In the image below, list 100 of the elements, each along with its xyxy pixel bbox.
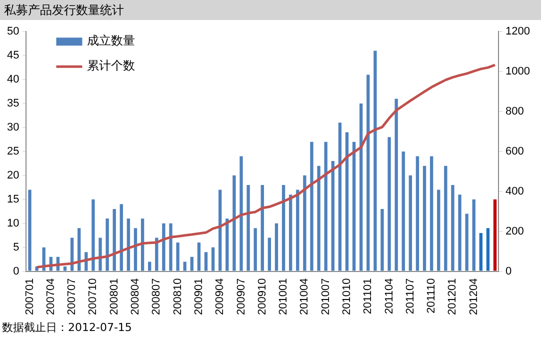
bar bbox=[380, 208, 384, 271]
y-tick-label: 45 bbox=[6, 50, 20, 62]
y-tick-label: 40 bbox=[6, 74, 20, 86]
bar bbox=[98, 238, 102, 271]
bar bbox=[324, 142, 328, 271]
bar bbox=[204, 252, 208, 271]
y-tick-label: 50 bbox=[6, 26, 20, 38]
x-tick-label: 201010 bbox=[341, 278, 354, 316]
bar bbox=[268, 238, 272, 271]
text: 数据截止日：2012-07-15 bbox=[2, 320, 132, 335]
x-tick-label: 200907 bbox=[235, 278, 248, 316]
bar bbox=[211, 247, 215, 271]
bar bbox=[331, 161, 334, 271]
bar bbox=[416, 156, 420, 271]
x-tick-label: 200807 bbox=[150, 278, 163, 316]
bar bbox=[338, 122, 342, 271]
y-tick-label: 25 bbox=[6, 145, 20, 158]
x-tick-label: 200801 bbox=[108, 278, 120, 316]
bar bbox=[148, 262, 152, 271]
x-tick-label: 200707 bbox=[66, 278, 78, 316]
bar bbox=[162, 223, 166, 271]
bar bbox=[106, 218, 109, 271]
bar bbox=[120, 204, 123, 271]
x-tick-label: 201101 bbox=[362, 278, 374, 314]
y-tick-label: 15 bbox=[6, 193, 20, 206]
x-tick-label: 200704 bbox=[44, 278, 57, 316]
x-tick-label: 200804 bbox=[130, 278, 142, 316]
bar bbox=[78, 228, 81, 271]
bar bbox=[226, 218, 229, 271]
bar bbox=[388, 137, 391, 271]
bar bbox=[486, 228, 490, 271]
x-tick-label: 201201 bbox=[446, 278, 459, 316]
bar bbox=[422, 166, 426, 271]
y2-tick-label: 800 bbox=[506, 106, 524, 118]
bar bbox=[465, 214, 468, 271]
bar bbox=[246, 185, 250, 271]
x-tick-label: 201004 bbox=[298, 278, 311, 316]
legend-label: 成立数量 bbox=[87, 34, 136, 48]
y2-tick-label: 0 bbox=[506, 265, 512, 278]
bar bbox=[197, 242, 201, 271]
bar bbox=[288, 194, 292, 271]
bar bbox=[232, 175, 236, 271]
y-tick-label: 20 bbox=[6, 169, 20, 182]
y-tick-label: 0 bbox=[13, 265, 20, 278]
x-tick-label: 200910 bbox=[256, 278, 268, 316]
bar bbox=[303, 175, 306, 271]
bar bbox=[374, 50, 377, 271]
bar bbox=[176, 242, 180, 271]
x-tick-label: 201110 bbox=[426, 278, 438, 314]
bar bbox=[190, 256, 194, 271]
bar bbox=[394, 98, 398, 271]
x-tick-label: 200710 bbox=[87, 278, 100, 316]
bar bbox=[296, 190, 300, 271]
y2-tick-label: 400 bbox=[506, 185, 524, 198]
bar bbox=[310, 142, 314, 271]
x-tick-label: 200810 bbox=[172, 278, 184, 316]
bar bbox=[402, 151, 405, 271]
y-tick-label: 35 bbox=[6, 98, 20, 110]
bar bbox=[240, 156, 243, 271]
bar bbox=[472, 199, 476, 271]
bar bbox=[282, 185, 286, 271]
x-tick-label: 200904 bbox=[214, 278, 226, 316]
x-tick-label: 201204 bbox=[468, 278, 480, 316]
bar bbox=[260, 185, 264, 271]
bar bbox=[254, 228, 257, 271]
bar bbox=[92, 199, 95, 271]
x-tick-label: 201001 bbox=[278, 278, 290, 316]
bar bbox=[444, 166, 448, 271]
x-tick-label: 201104 bbox=[383, 278, 396, 314]
bar bbox=[218, 190, 222, 271]
bar bbox=[352, 142, 356, 271]
y2-tick-label: 1000 bbox=[506, 66, 530, 78]
bar bbox=[126, 218, 130, 271]
bar bbox=[366, 74, 370, 271]
bar bbox=[493, 199, 497, 271]
bar bbox=[112, 208, 116, 271]
y-tick-label: 10 bbox=[6, 217, 20, 230]
legend-label: 累计个数 bbox=[87, 58, 136, 73]
bar bbox=[317, 166, 320, 271]
bar bbox=[359, 104, 363, 271]
bar bbox=[345, 132, 349, 271]
x-tick-label: 201007 bbox=[320, 278, 332, 316]
y-tick-label: 5 bbox=[13, 241, 20, 254]
y2-tick-label: 200 bbox=[506, 225, 524, 238]
bar bbox=[28, 190, 32, 271]
bar bbox=[63, 266, 67, 271]
bar bbox=[451, 185, 454, 271]
y2-tick-label: 1200 bbox=[506, 26, 530, 38]
bar bbox=[408, 175, 412, 271]
bar bbox=[430, 156, 434, 271]
bar bbox=[458, 194, 462, 271]
bar bbox=[479, 232, 482, 271]
y2-tick-label: 600 bbox=[506, 145, 524, 158]
x-tick-label: 200901 bbox=[192, 278, 205, 316]
y-tick-label: 30 bbox=[6, 122, 20, 134]
bar bbox=[183, 262, 186, 271]
x-tick-label: 200701 bbox=[24, 278, 36, 316]
chart-title: 私募产品发行数量统计 bbox=[0, 0, 541, 20]
bar bbox=[169, 223, 172, 271]
bar bbox=[437, 190, 440, 271]
